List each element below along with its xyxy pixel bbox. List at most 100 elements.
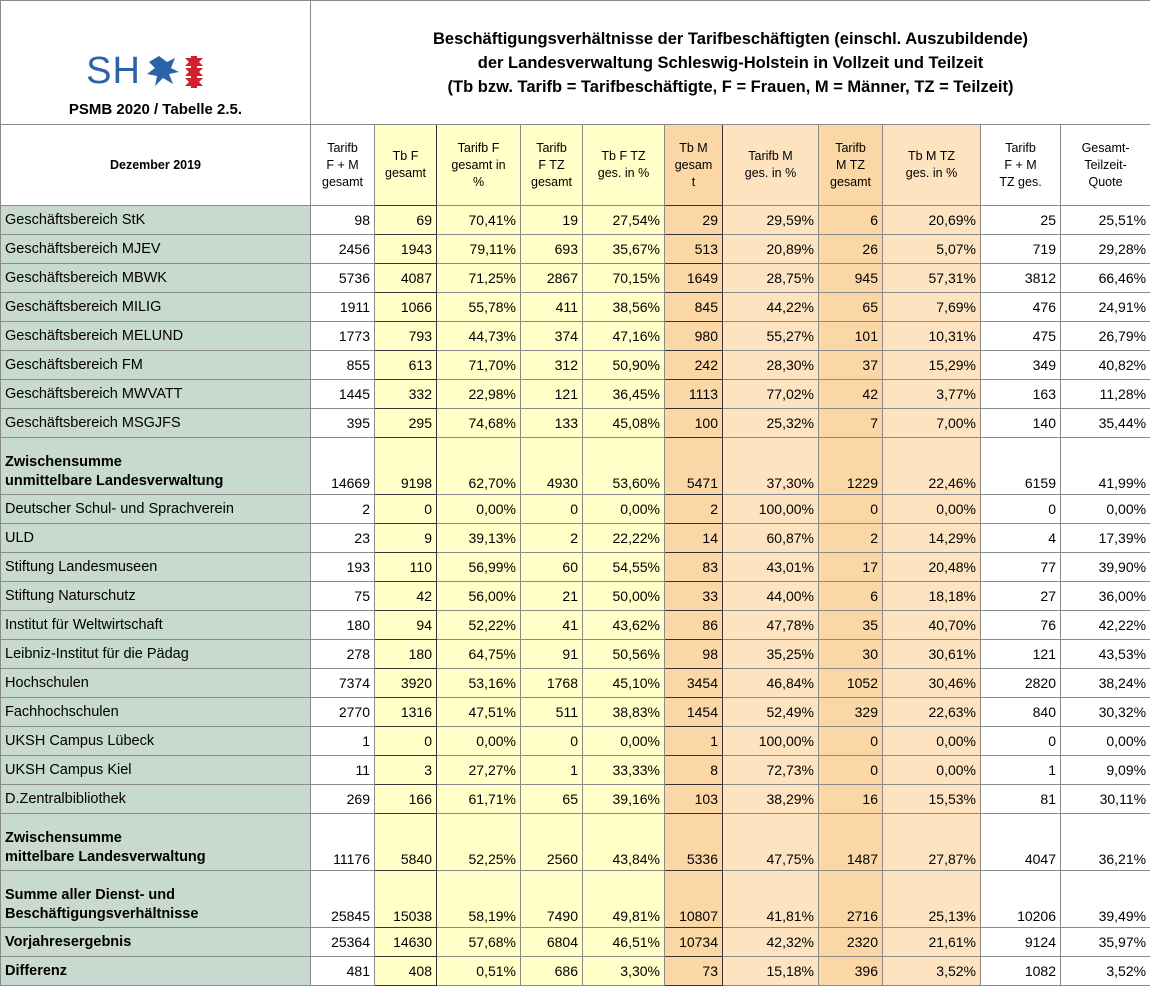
- cell: 22,63%: [883, 698, 981, 727]
- row-label: Geschäftsbereich MJEV: [1, 235, 311, 264]
- column-header-line: M TZ: [823, 157, 878, 174]
- cell: 53,60%: [583, 438, 665, 495]
- cell: 1: [521, 756, 583, 785]
- cell: 38,29%: [723, 785, 819, 814]
- cell: 7490: [521, 871, 583, 928]
- cell: 61,71%: [437, 785, 521, 814]
- row-label-line: Geschäftsbereich MBWK: [5, 270, 306, 286]
- cell: 396: [819, 957, 883, 986]
- cell: 10807: [665, 871, 723, 928]
- cell: 100: [665, 409, 723, 438]
- cell: 9,09%: [1061, 756, 1150, 785]
- cell: 2770: [311, 698, 375, 727]
- cell: 20,89%: [723, 235, 819, 264]
- column-header-line: gesamt in: [441, 157, 516, 174]
- cell: 27: [981, 582, 1061, 611]
- cell: 5,07%: [883, 235, 981, 264]
- cell: 29: [665, 206, 723, 235]
- row-label: Leibniz-Institut für die Pädag: [1, 640, 311, 669]
- cell: 14,29%: [883, 524, 981, 553]
- cell: 7,00%: [883, 409, 981, 438]
- row-label: Geschäftsbereich MSGJFS: [1, 409, 311, 438]
- cell: 0,00%: [883, 495, 981, 524]
- cell: 1445: [311, 380, 375, 409]
- row-label: UKSH Campus Kiel: [1, 756, 311, 785]
- row-label-line: Hochschulen: [5, 675, 306, 691]
- cell: 5336: [665, 814, 723, 871]
- row-label-line: Deutscher Schul- und Sprachverein: [5, 501, 306, 517]
- cell: 10,31%: [883, 322, 981, 351]
- cell: 39,13%: [437, 524, 521, 553]
- column-header-line: Quote: [1065, 174, 1146, 191]
- cell: 1943: [375, 235, 437, 264]
- column-header-line: Teilzeit-: [1065, 157, 1146, 174]
- cell: 15,29%: [883, 351, 981, 380]
- cell: 0: [819, 495, 883, 524]
- row-label-line: Summe aller Dienst- und: [5, 886, 306, 905]
- row-label-line: mittelbare Landesverwaltung: [5, 848, 306, 867]
- cell: 0,00%: [883, 756, 981, 785]
- row-label-line: UKSH Campus Kiel: [5, 762, 306, 778]
- row-label-line: Beschäftigungsverhältnisse: [5, 905, 306, 924]
- cell: 41,99%: [1061, 438, 1150, 495]
- row-label-line: Geschäftsbereich MELUND: [5, 328, 306, 344]
- row-label: Institut für Weltwirtschaft: [1, 611, 311, 640]
- row-label-line: Vorjahresergebnis: [5, 934, 306, 950]
- cell: 4: [981, 524, 1061, 553]
- cell: 193: [311, 553, 375, 582]
- cell: 15038: [375, 871, 437, 928]
- cell: 9: [375, 524, 437, 553]
- column-header-line: Tb F: [379, 148, 432, 165]
- column-header-line: ges. in %: [887, 165, 976, 182]
- cell: 180: [311, 611, 375, 640]
- cell: 133: [521, 409, 583, 438]
- cell: 38,56%: [583, 293, 665, 322]
- cell: 83: [665, 553, 723, 582]
- column-header-line: ges. in %: [727, 165, 814, 182]
- cell: 14669: [311, 438, 375, 495]
- cell: 2867: [521, 264, 583, 293]
- cell: 45,08%: [583, 409, 665, 438]
- cell: 1768: [521, 669, 583, 698]
- column-header-line: Tb M: [669, 140, 718, 157]
- cell: 0,00%: [583, 495, 665, 524]
- cell: 76: [981, 611, 1061, 640]
- row-label: Fachhochschulen: [1, 698, 311, 727]
- cell: 4087: [375, 264, 437, 293]
- cell: 513: [665, 235, 723, 264]
- cell: 70,41%: [437, 206, 521, 235]
- row-label: ULD: [1, 524, 311, 553]
- cell: 77,02%: [723, 380, 819, 409]
- cell: 5840: [375, 814, 437, 871]
- cell: 30,61%: [883, 640, 981, 669]
- cell: 41,81%: [723, 871, 819, 928]
- cell: 1066: [375, 293, 437, 322]
- cell: 840: [981, 698, 1061, 727]
- cell: 28,75%: [723, 264, 819, 293]
- cell: 29,28%: [1061, 235, 1150, 264]
- column-header-line: Tarifb M: [727, 148, 814, 165]
- cell: 7,69%: [883, 293, 981, 322]
- cell: 475: [981, 322, 1061, 351]
- cell: 65: [521, 785, 583, 814]
- row-label: Geschäftsbereich StK: [1, 206, 311, 235]
- cell: 793: [375, 322, 437, 351]
- cell: 1229: [819, 438, 883, 495]
- row-label: Geschäftsbereich MBWK: [1, 264, 311, 293]
- cell: 408: [375, 957, 437, 986]
- cell: 37,30%: [723, 438, 819, 495]
- column-header-line: F + M: [315, 157, 370, 174]
- row-label-line: Institut für Weltwirtschaft: [5, 617, 306, 633]
